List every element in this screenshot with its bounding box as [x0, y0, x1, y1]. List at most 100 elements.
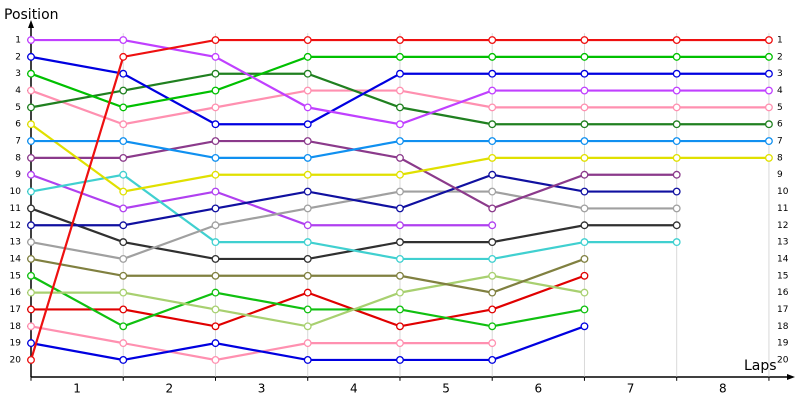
- point-marker: [211, 271, 220, 280]
- y-tick-label: 5: [15, 103, 21, 113]
- point-marker: [211, 356, 220, 364]
- point-marker: [27, 187, 35, 196]
- point-marker: [396, 103, 404, 112]
- point-marker: [211, 339, 220, 348]
- point-marker: [396, 288, 404, 297]
- y-tick-label-right: 19: [777, 339, 789, 349]
- y-tick-label-right: 10: [777, 187, 789, 197]
- y-tick-label-right: 17: [777, 305, 788, 315]
- point-marker: [303, 120, 312, 129]
- y-tick-label: 1: [15, 36, 21, 46]
- point-marker: [580, 36, 589, 44]
- point-marker: [488, 86, 497, 95]
- series-line: [31, 173, 677, 227]
- y-tick-label-right: 20: [777, 355, 789, 365]
- y-tick-label-right: 1: [777, 36, 783, 46]
- point-marker: [27, 271, 35, 280]
- point-marker: [119, 52, 128, 61]
- point-marker: [27, 238, 35, 247]
- point-marker: [580, 103, 589, 112]
- point-marker: [119, 238, 128, 247]
- y-tick-label-right: 5: [777, 103, 783, 113]
- point-marker: [396, 356, 404, 364]
- point-marker: [303, 356, 312, 364]
- point-marker: [396, 187, 404, 196]
- point-marker: [119, 356, 128, 364]
- y-tick-label: 6: [15, 120, 21, 130]
- point-marker: [488, 52, 497, 61]
- point-marker: [119, 137, 128, 146]
- point-marker: [211, 86, 220, 95]
- point-marker: [672, 120, 681, 129]
- point-marker: [211, 254, 220, 263]
- point-marker: [580, 52, 589, 61]
- point-marker: [488, 322, 497, 331]
- y-tick-label: 16: [10, 288, 22, 298]
- point-marker: [119, 69, 128, 78]
- x-tick-label: 2: [166, 382, 174, 396]
- point-marker: [764, 86, 773, 95]
- x-tick-label: 4: [350, 382, 358, 396]
- point-marker: [27, 288, 35, 297]
- point-marker: [119, 322, 128, 331]
- point-marker: [27, 103, 35, 112]
- point-marker: [119, 204, 128, 213]
- point-marker: [119, 254, 128, 263]
- point-marker: [27, 69, 35, 78]
- y-tick-label-right: 12: [777, 221, 788, 231]
- point-marker: [672, 187, 681, 196]
- point-marker: [27, 221, 35, 230]
- point-marker: [211, 120, 220, 129]
- y-tick-label-right: 2: [777, 52, 783, 62]
- point-marker: [303, 322, 312, 331]
- point-marker: [303, 187, 312, 196]
- point-marker: [27, 137, 35, 146]
- point-marker: [119, 170, 128, 179]
- point-marker: [672, 36, 681, 44]
- point-marker: [211, 69, 220, 78]
- point-marker: [580, 137, 589, 146]
- x-axis-label: Laps: [744, 358, 777, 374]
- point-marker: [396, 69, 404, 78]
- point-marker: [580, 86, 589, 95]
- point-marker: [27, 120, 35, 129]
- x-tick-label: 6: [535, 382, 543, 396]
- point-marker: [27, 305, 35, 314]
- point-marker: [396, 52, 404, 61]
- x-tick-label: 1: [73, 382, 81, 396]
- y-tick-label-right: 11: [777, 204, 788, 214]
- point-marker: [580, 170, 589, 179]
- y-tick-label-right: 15: [777, 271, 788, 281]
- point-marker: [580, 322, 589, 331]
- point-marker: [211, 187, 220, 196]
- point-marker: [211, 36, 220, 44]
- point-marker: [27, 153, 35, 162]
- point-marker: [396, 170, 404, 179]
- point-marker: [580, 221, 589, 230]
- point-marker: [396, 339, 404, 348]
- y-tick-label: 18: [10, 322, 22, 332]
- point-marker: [211, 322, 220, 331]
- point-marker: [303, 305, 312, 314]
- point-marker: [764, 52, 773, 61]
- point-marker: [119, 120, 128, 129]
- y-tick-label: 19: [10, 339, 22, 349]
- point-marker: [580, 187, 589, 196]
- point-marker: [119, 288, 128, 297]
- point-marker: [396, 221, 404, 230]
- point-marker: [27, 170, 35, 179]
- point-marker: [119, 153, 128, 162]
- point-marker: [211, 288, 220, 297]
- y-tick-label: 2: [15, 52, 21, 62]
- point-marker: [396, 238, 404, 247]
- point-marker: [211, 137, 220, 146]
- point-marker: [303, 170, 312, 179]
- y-tick-label-right: 7: [777, 137, 783, 147]
- x-tick-label: 5: [442, 382, 450, 396]
- point-marker: [488, 103, 497, 112]
- point-marker: [488, 238, 497, 247]
- point-marker: [672, 52, 681, 61]
- point-marker: [211, 305, 220, 314]
- y-tick-label: 17: [10, 305, 21, 315]
